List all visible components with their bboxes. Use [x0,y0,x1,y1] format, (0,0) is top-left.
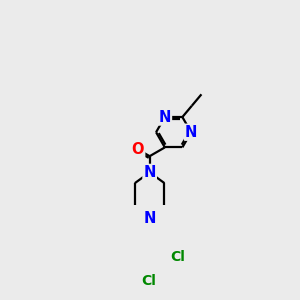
Text: N: N [143,211,156,226]
Text: O: O [132,142,144,157]
Text: N: N [159,110,171,124]
Text: Cl: Cl [170,250,185,264]
Text: N: N [143,165,156,180]
Text: N: N [185,125,197,140]
Text: Cl: Cl [141,274,156,287]
